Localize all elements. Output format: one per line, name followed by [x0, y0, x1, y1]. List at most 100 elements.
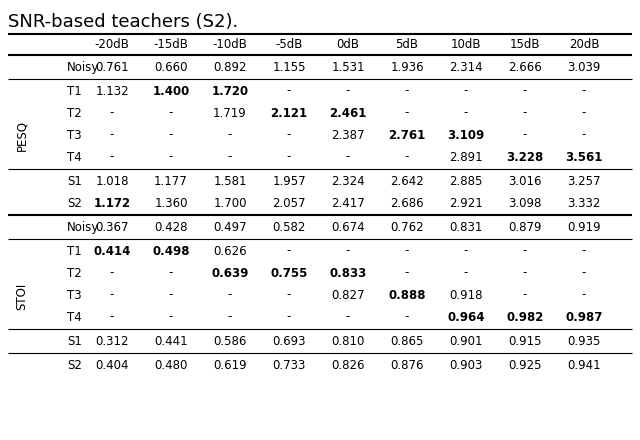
Text: 0.964: 0.964 — [447, 311, 484, 323]
Text: T2: T2 — [67, 106, 82, 120]
Text: -: - — [169, 106, 173, 120]
Text: 0.833: 0.833 — [330, 267, 367, 279]
Text: 0.582: 0.582 — [272, 220, 306, 234]
Text: -: - — [464, 106, 468, 120]
Text: 3.332: 3.332 — [567, 197, 601, 209]
Text: SNR-based teachers (S2).: SNR-based teachers (S2). — [8, 13, 238, 31]
Text: 2.324: 2.324 — [331, 175, 365, 187]
Text: 0.441: 0.441 — [154, 334, 188, 348]
Text: 0.987: 0.987 — [565, 311, 603, 323]
Text: 0.810: 0.810 — [332, 334, 365, 348]
Text: PESQ: PESQ — [15, 120, 29, 150]
Text: 1.172: 1.172 — [93, 197, 131, 209]
Text: 2.642: 2.642 — [390, 175, 424, 187]
Text: T4: T4 — [67, 150, 82, 164]
Text: 0.312: 0.312 — [95, 334, 129, 348]
Text: 2.891: 2.891 — [449, 150, 483, 164]
Text: -: - — [110, 267, 114, 279]
Text: 15dB: 15dB — [509, 37, 540, 51]
Text: -: - — [405, 106, 409, 120]
Text: 0.892: 0.892 — [213, 61, 247, 73]
Text: 0.367: 0.367 — [95, 220, 129, 234]
Text: 3.016: 3.016 — [508, 175, 541, 187]
Text: -: - — [287, 245, 291, 257]
Text: 0.497: 0.497 — [213, 220, 247, 234]
Text: T3: T3 — [67, 128, 82, 142]
Text: -: - — [287, 128, 291, 142]
Text: 0.428: 0.428 — [154, 220, 188, 234]
Text: Noisy: Noisy — [67, 61, 99, 73]
Text: 0.865: 0.865 — [390, 334, 424, 348]
Text: 2.921: 2.921 — [449, 197, 483, 209]
Text: 1.155: 1.155 — [272, 61, 306, 73]
Text: -: - — [287, 311, 291, 323]
Text: 0.876: 0.876 — [390, 359, 424, 371]
Text: 0.827: 0.827 — [332, 289, 365, 301]
Text: -: - — [346, 245, 350, 257]
Text: 1.720: 1.720 — [211, 84, 248, 98]
Text: -: - — [523, 128, 527, 142]
Text: 0.982: 0.982 — [506, 311, 544, 323]
Text: 3.098: 3.098 — [508, 197, 541, 209]
Text: 0.935: 0.935 — [567, 334, 601, 348]
Text: 3.257: 3.257 — [567, 175, 601, 187]
Text: -: - — [110, 106, 114, 120]
Text: 2.761: 2.761 — [388, 128, 426, 142]
Text: -15dB: -15dB — [154, 37, 188, 51]
Text: 2.387: 2.387 — [332, 128, 365, 142]
Text: -: - — [110, 289, 114, 301]
Text: 0.626: 0.626 — [213, 245, 247, 257]
Text: 1.581: 1.581 — [213, 175, 247, 187]
Text: -20dB: -20dB — [95, 37, 129, 51]
Text: 0.903: 0.903 — [449, 359, 483, 371]
Text: -: - — [169, 289, 173, 301]
Text: -: - — [582, 128, 586, 142]
Text: Noisy: Noisy — [67, 220, 99, 234]
Text: -: - — [346, 311, 350, 323]
Text: 1.531: 1.531 — [332, 61, 365, 73]
Text: 2.417: 2.417 — [331, 197, 365, 209]
Text: 0.915: 0.915 — [508, 334, 541, 348]
Text: 0.404: 0.404 — [95, 359, 129, 371]
Text: 1.018: 1.018 — [95, 175, 129, 187]
Text: 0.761: 0.761 — [95, 61, 129, 73]
Text: -: - — [582, 106, 586, 120]
Text: 1.360: 1.360 — [154, 197, 188, 209]
Text: -: - — [405, 245, 409, 257]
Text: 1.400: 1.400 — [152, 84, 189, 98]
Text: 0.925: 0.925 — [508, 359, 541, 371]
Text: 10dB: 10dB — [451, 37, 481, 51]
Text: 0.831: 0.831 — [449, 220, 483, 234]
Text: -: - — [464, 267, 468, 279]
Text: 2.885: 2.885 — [449, 175, 483, 187]
Text: -: - — [523, 245, 527, 257]
Text: 0.498: 0.498 — [152, 245, 189, 257]
Text: -: - — [582, 289, 586, 301]
Text: -: - — [523, 289, 527, 301]
Text: 0.674: 0.674 — [331, 220, 365, 234]
Text: -: - — [405, 84, 409, 98]
Text: -: - — [346, 150, 350, 164]
Text: -: - — [228, 128, 232, 142]
Text: 0.826: 0.826 — [332, 359, 365, 371]
Text: 0.693: 0.693 — [272, 334, 306, 348]
Text: -: - — [169, 267, 173, 279]
Text: -: - — [228, 311, 232, 323]
Text: 0.762: 0.762 — [390, 220, 424, 234]
Text: 20dB: 20dB — [569, 37, 599, 51]
Text: 3.109: 3.109 — [447, 128, 484, 142]
Text: S1: S1 — [67, 334, 82, 348]
Text: -: - — [523, 106, 527, 120]
Text: 0.755: 0.755 — [270, 267, 308, 279]
Text: 5dB: 5dB — [396, 37, 419, 51]
Text: -: - — [169, 150, 173, 164]
Text: 0.480: 0.480 — [154, 359, 188, 371]
Text: S2: S2 — [67, 359, 82, 371]
Text: -: - — [405, 311, 409, 323]
Text: 3.228: 3.228 — [506, 150, 543, 164]
Text: -: - — [405, 150, 409, 164]
Text: 1.132: 1.132 — [95, 84, 129, 98]
Text: 2.057: 2.057 — [272, 197, 306, 209]
Text: S1: S1 — [67, 175, 82, 187]
Text: -: - — [110, 128, 114, 142]
